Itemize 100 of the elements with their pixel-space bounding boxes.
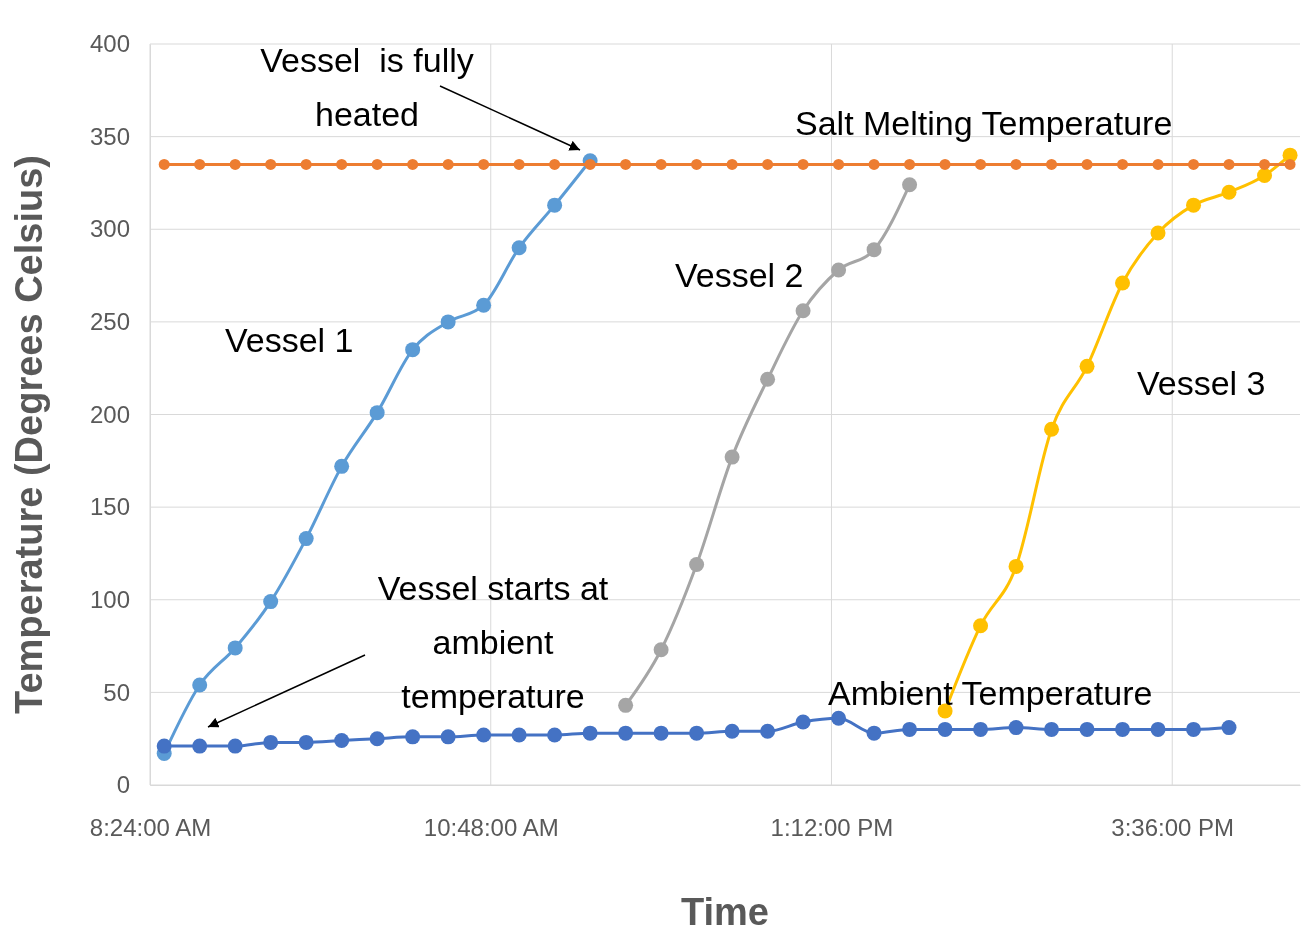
point — [1044, 421, 1060, 437]
point — [407, 158, 419, 170]
point — [689, 557, 705, 573]
point — [298, 531, 314, 547]
point — [405, 342, 421, 358]
point — [1221, 720, 1237, 736]
y-tick-label: 200 — [89, 400, 130, 428]
point — [369, 731, 385, 747]
point — [1008, 720, 1024, 736]
point — [975, 158, 987, 170]
series-label: Salt Melting Temperature — [795, 104, 1173, 142]
point — [549, 158, 561, 170]
point — [229, 158, 241, 170]
point — [227, 640, 243, 656]
point — [726, 158, 738, 170]
point — [369, 405, 385, 421]
point — [655, 158, 667, 170]
point — [760, 723, 776, 739]
point — [547, 197, 563, 213]
point — [265, 158, 277, 170]
x-axis-title: Time — [680, 891, 770, 933]
point — [760, 371, 776, 387]
point — [831, 262, 847, 278]
point — [689, 725, 705, 741]
x-tick-label: 1:12:00 PM — [770, 814, 894, 842]
y-tick-label: 350 — [89, 122, 130, 150]
y-tick-label: 100 — [89, 585, 130, 613]
point — [547, 727, 563, 743]
point — [1115, 721, 1131, 737]
y-tick-label: 250 — [89, 308, 130, 336]
point — [334, 458, 350, 474]
point — [440, 314, 456, 330]
point — [476, 727, 492, 743]
x-tick-label: 3:36:00 PM — [1111, 814, 1235, 842]
point — [833, 158, 845, 170]
point — [300, 158, 312, 170]
point — [405, 729, 421, 745]
point — [1150, 225, 1166, 241]
annotation: Vessel is fully heated — [260, 41, 474, 133]
point — [1079, 358, 1095, 374]
point — [513, 158, 525, 170]
point — [1079, 721, 1095, 737]
y-tick-label: 0 — [116, 771, 130, 799]
y-tick-label: 150 — [89, 493, 130, 521]
point — [831, 710, 847, 726]
point — [937, 721, 953, 737]
point — [904, 158, 916, 170]
point — [939, 158, 951, 170]
series-label: Vessel 1 — [225, 321, 354, 359]
point — [478, 158, 490, 170]
point — [1257, 168, 1273, 184]
point — [227, 738, 243, 754]
point — [1010, 158, 1022, 170]
point — [1223, 158, 1235, 170]
point — [973, 618, 989, 634]
point — [653, 725, 669, 741]
y-axis-title: Temperature (Degrees Celsius) — [8, 155, 50, 714]
point — [1117, 158, 1129, 170]
point — [263, 594, 279, 610]
point — [158, 158, 170, 170]
point — [724, 449, 740, 465]
y-tick-label: 300 — [89, 215, 130, 243]
point — [1188, 158, 1200, 170]
x-tick-label: 8:24:00 AM — [89, 814, 212, 842]
point — [620, 158, 632, 170]
point — [618, 697, 634, 713]
point — [691, 158, 703, 170]
point — [795, 303, 811, 319]
point — [973, 721, 989, 737]
point — [442, 158, 454, 170]
point — [1152, 158, 1164, 170]
point — [1081, 158, 1093, 170]
point — [1259, 158, 1271, 170]
point — [866, 242, 882, 258]
series-label: Vessel 3 — [1137, 364, 1266, 402]
point — [902, 721, 918, 737]
point — [156, 738, 172, 754]
point — [334, 733, 350, 749]
y-tick-label: 400 — [89, 30, 130, 58]
point — [192, 677, 208, 693]
point — [511, 727, 527, 743]
point — [1115, 275, 1131, 291]
point — [618, 725, 634, 741]
point — [1186, 721, 1202, 737]
point — [724, 723, 740, 739]
x-tick-label: 10:48:00 AM — [423, 814, 559, 842]
point — [298, 734, 314, 750]
point — [1221, 184, 1237, 200]
point — [263, 734, 279, 750]
point — [584, 158, 596, 170]
point — [1008, 558, 1024, 574]
point — [371, 158, 383, 170]
point — [1044, 721, 1060, 737]
point — [440, 729, 456, 745]
point — [1284, 158, 1296, 170]
series-label: Vessel 2 — [675, 256, 804, 294]
point — [192, 738, 208, 754]
point — [795, 714, 811, 730]
point — [476, 297, 492, 313]
series-label: Ambient Temperature — [828, 674, 1153, 712]
